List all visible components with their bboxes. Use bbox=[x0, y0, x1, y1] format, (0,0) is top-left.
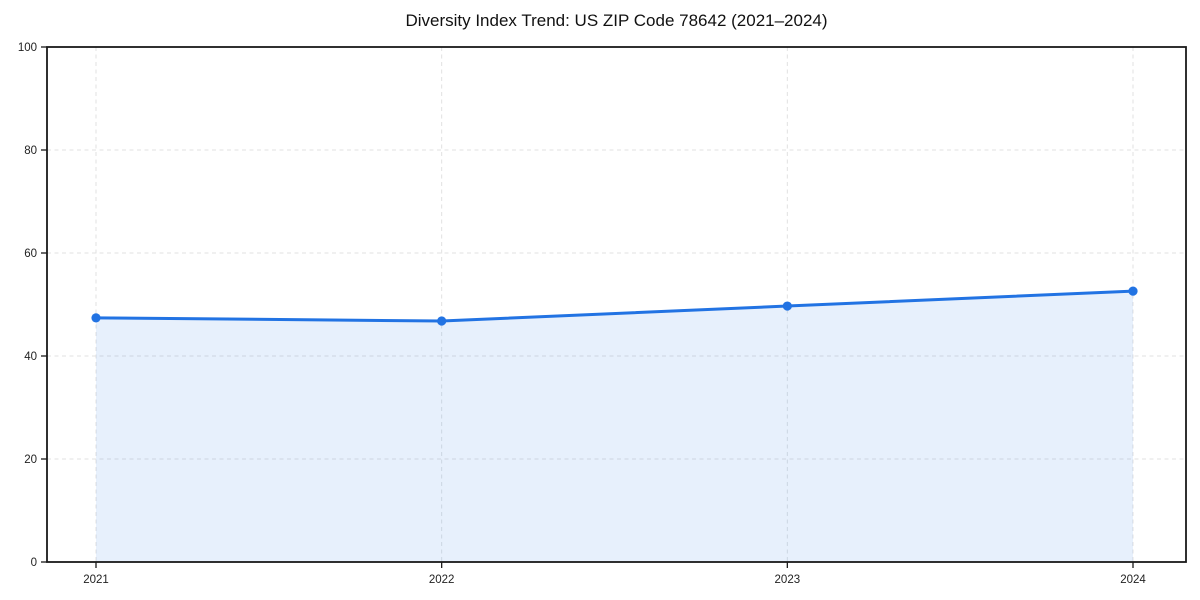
data-point-2024 bbox=[1128, 286, 1138, 296]
data-points bbox=[91, 286, 1138, 326]
trend-line bbox=[94, 289, 1135, 323]
y-tick-label: 0 bbox=[31, 557, 37, 569]
x-tick-label: 2023 bbox=[775, 574, 801, 586]
data-point-2021 bbox=[91, 313, 101, 323]
x-tick-label: 2024 bbox=[1120, 574, 1146, 586]
x-tick-label: 2022 bbox=[429, 574, 455, 586]
data-point-2023 bbox=[782, 301, 792, 311]
y-tick-label: 60 bbox=[24, 248, 37, 260]
y-axis: 0 20 40 60 80 100 bbox=[18, 42, 47, 569]
chart-title: Diversity Index Trend: US ZIP Code 78642… bbox=[405, 11, 828, 30]
y-tick-label: 80 bbox=[24, 145, 37, 157]
area-fill bbox=[96, 291, 1133, 562]
x-axis: 2021 2022 2023 2024 bbox=[83, 562, 1146, 586]
plot-border bbox=[46, 46, 1187, 563]
y-tick-label: 100 bbox=[18, 42, 37, 54]
y-tick-label: 40 bbox=[24, 351, 37, 363]
data-point-2022 bbox=[437, 316, 447, 326]
x-tick-label: 2021 bbox=[83, 574, 109, 586]
y-tick-label: 20 bbox=[24, 454, 37, 466]
